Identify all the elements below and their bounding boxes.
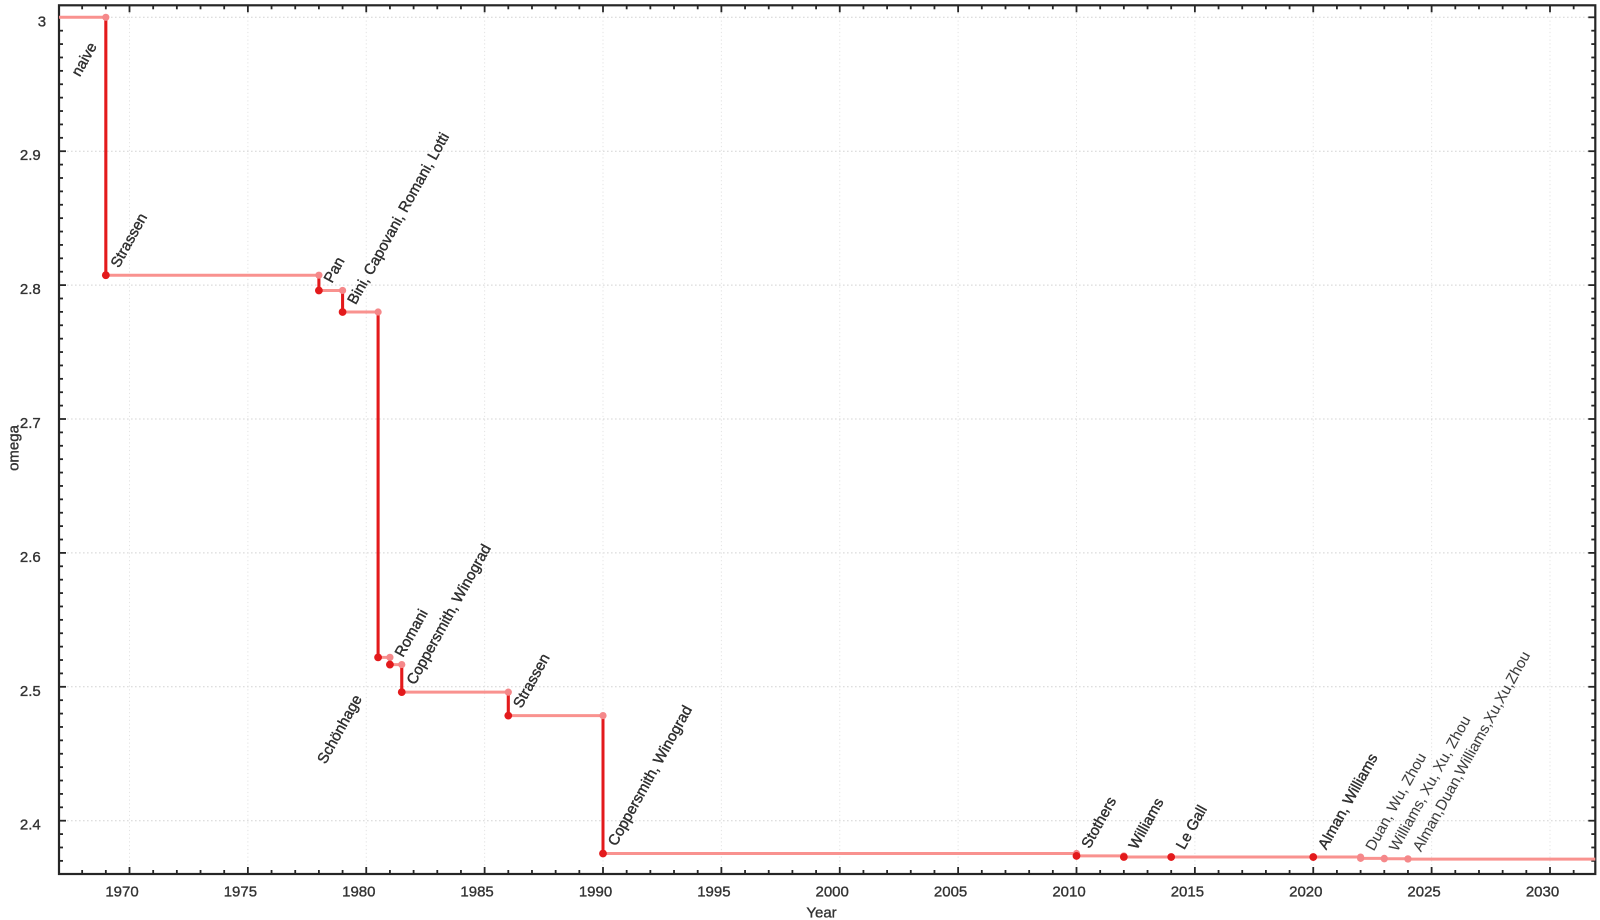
svg-text:2.6: 2.6 [20, 549, 41, 566]
svg-text:2025: 2025 [1407, 883, 1440, 900]
svg-text:1995: 1995 [697, 883, 730, 900]
svg-text:2020: 2020 [1289, 883, 1322, 900]
svg-text:omega: omega [5, 424, 22, 471]
svg-text:2.4: 2.4 [20, 817, 41, 834]
svg-text:2010: 2010 [1052, 883, 1085, 900]
svg-text:2.8: 2.8 [20, 281, 41, 298]
svg-text:1975: 1975 [224, 883, 257, 900]
svg-text:2005: 2005 [934, 883, 967, 900]
svg-text:2015: 2015 [1171, 883, 1204, 900]
svg-text:2.5: 2.5 [20, 683, 41, 700]
svg-text:2030: 2030 [1526, 883, 1559, 900]
svg-text:1970: 1970 [105, 883, 138, 900]
svg-text:Year: Year [806, 905, 836, 920]
svg-text:3: 3 [38, 13, 46, 30]
svg-text:1980: 1980 [342, 883, 375, 900]
svg-text:2.7: 2.7 [20, 415, 41, 432]
svg-text:1990: 1990 [579, 883, 612, 900]
svg-text:1985: 1985 [460, 883, 493, 900]
svg-text:2000: 2000 [816, 883, 849, 900]
svg-text:2.9: 2.9 [20, 147, 41, 164]
